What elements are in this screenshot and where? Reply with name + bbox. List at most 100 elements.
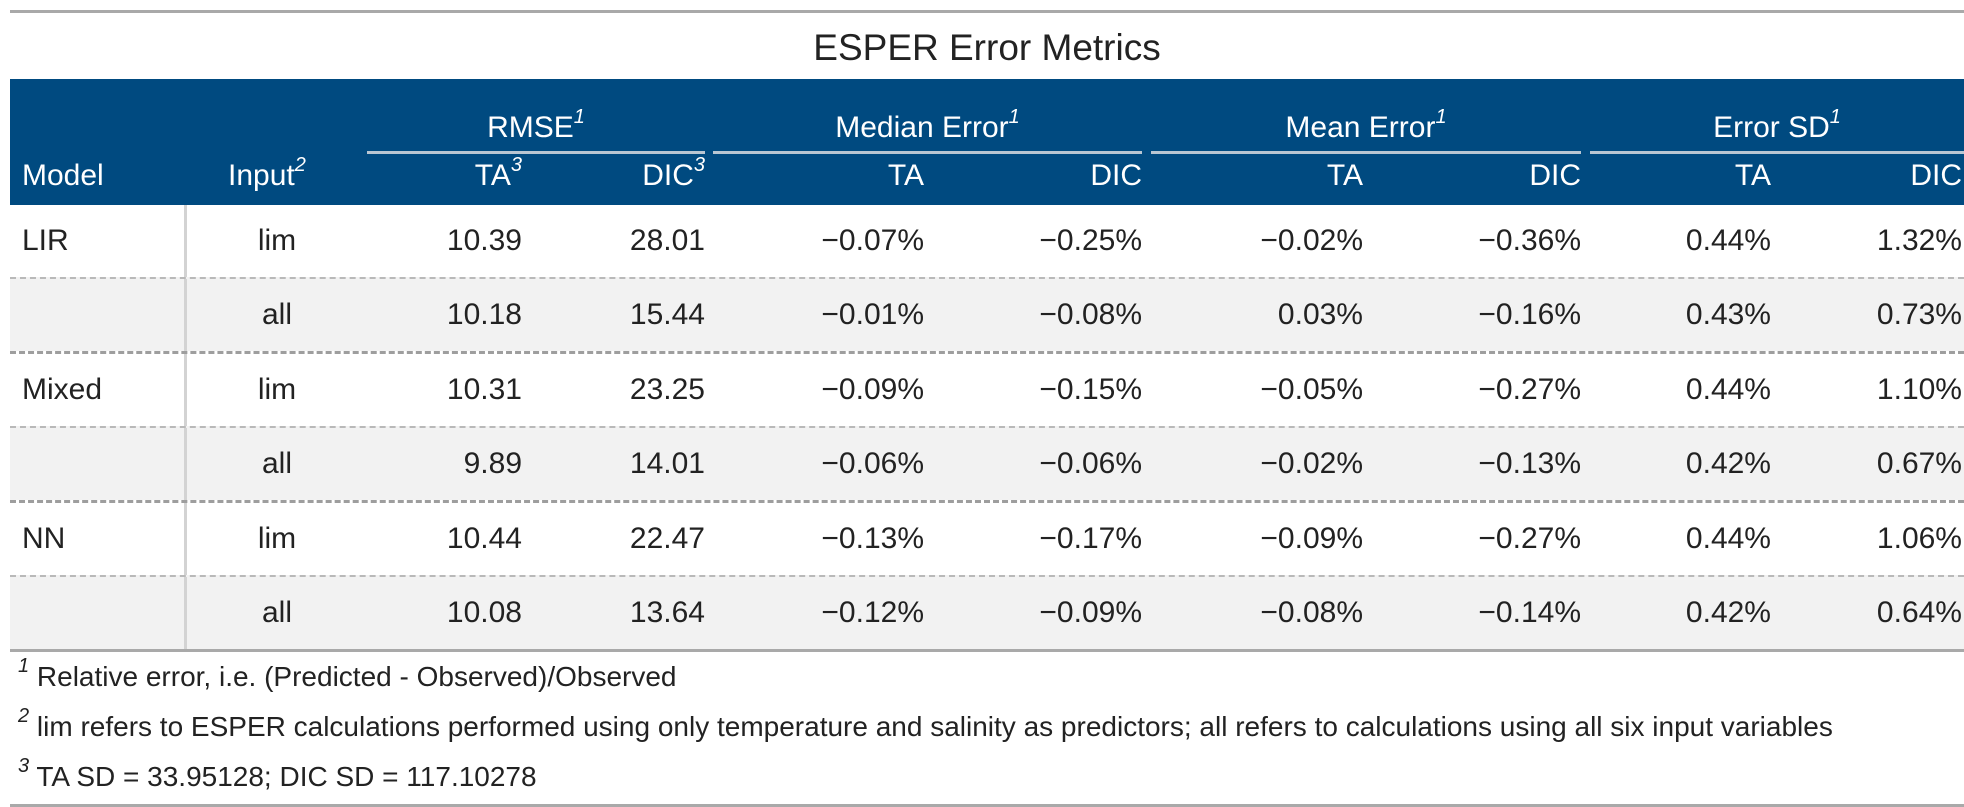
col-median-ta: TA — [887, 159, 924, 192]
footnote-2-mark: 2 — [18, 705, 30, 727]
cell-value: −0.14% — [1478, 596, 1581, 629]
cell-value: 0.44% — [1685, 373, 1771, 406]
cell-value: 10.08 — [446, 596, 522, 629]
cell-input: lim — [257, 224, 297, 257]
cell-value: 15.44 — [629, 298, 705, 331]
cell-model: Mixed — [22, 373, 103, 406]
cell-value: 1.32% — [1876, 224, 1962, 257]
stub-separator — [184, 205, 187, 277]
stub-separator — [184, 428, 187, 500]
col-rmse-ta: TA3 — [474, 155, 522, 193]
cell-value: 9.89 — [463, 447, 522, 480]
table-body: LIR lim 10.39 28.01 −0.07% −0.25% −0.02% −0.36%… — [10, 205, 1964, 649]
cell-value: 0.42% — [1685, 596, 1771, 629]
stub-separator — [184, 279, 187, 351]
cell-value: −0.07% — [821, 224, 924, 257]
footnote-2: 2 lim refers to ESPER calculations perfo… — [18, 702, 1964, 752]
cell-value: 0.73% — [1876, 298, 1962, 331]
cell-value: −0.13% — [1478, 447, 1581, 480]
table-row: all 9.89 14.01 −0.06% −0.06% −0.02% −0.13% 0.42… — [10, 426, 1964, 500]
col-model: Model — [22, 159, 104, 192]
table-row: all 10.18 15.44 −0.01% −0.08% 0.03% −0.16% 0.43… — [10, 277, 1964, 351]
col-input-note: 2 — [294, 154, 306, 176]
cell-value: −0.09% — [821, 373, 924, 406]
footnote-3: 3 TA SD = 33.95128; DIC SD = 117.10278 — [18, 752, 1964, 802]
cell-value: −0.06% — [821, 447, 924, 480]
group-rmse-label: RMSE — [487, 111, 574, 144]
cell-value: 0.44% — [1685, 522, 1771, 555]
cell-value: −0.17% — [1039, 522, 1142, 555]
cell-value: −0.27% — [1478, 373, 1581, 406]
cell-input: lim — [257, 373, 297, 406]
footnotes: 1 Relative error, i.e. (Predicted - Obse… — [10, 652, 1964, 802]
col-mean-dic: DIC — [1529, 159, 1581, 192]
cell-value: 1.06% — [1876, 522, 1962, 555]
cell-value: −0.06% — [1039, 447, 1142, 480]
stub-separator — [184, 503, 187, 575]
cell-value: −0.08% — [1039, 298, 1142, 331]
group-rmse-note: 1 — [573, 106, 585, 128]
group-median-error: Median Error1 — [713, 79, 1142, 154]
col-input: Input2 — [228, 155, 306, 193]
col-rmse-dic: DIC3 — [642, 155, 705, 193]
col-rmse-ta-label: TA — [474, 159, 511, 192]
cell-value: −0.02% — [1260, 224, 1363, 257]
group-mean-error: Mean Error1 — [1151, 79, 1581, 154]
cell-value: 0.42% — [1685, 447, 1771, 480]
cell-value: 13.64 — [629, 596, 705, 629]
footnote-3-text: TA SD = 33.95128; DIC SD = 117.10278 — [36, 761, 537, 792]
cell-model: LIR — [22, 224, 69, 257]
stub-separator — [184, 577, 187, 649]
table-row: NN lim 10.44 22.47 −0.13% −0.17% −0.09% −0.27% 0… — [10, 500, 1964, 575]
col-rmse-dic-label: DIC — [642, 159, 694, 192]
group-median-note: 1 — [1008, 106, 1020, 128]
cell-model: NN — [22, 522, 66, 555]
cell-value: −0.13% — [821, 522, 924, 555]
cell-value: 10.39 — [446, 224, 522, 257]
table-title: ESPER Error Metrics — [813, 27, 1161, 68]
error-metrics-table: ESPER Error Metrics RMSE1 Median Error1 … — [10, 10, 1964, 807]
cell-value: 10.18 — [446, 298, 522, 331]
col-sd-dic: DIC — [1910, 159, 1962, 192]
cell-value: 0.03% — [1277, 298, 1363, 331]
group-rmse: RMSE1 — [367, 79, 705, 154]
cell-input: all — [261, 596, 292, 629]
cell-value: −0.09% — [1260, 522, 1363, 555]
cell-value: −0.12% — [821, 596, 924, 629]
cell-value: −0.05% — [1260, 373, 1363, 406]
cell-value: 23.25 — [629, 373, 705, 406]
cell-value: −0.02% — [1260, 447, 1363, 480]
cell-value: 0.43% — [1685, 298, 1771, 331]
table-header: RMSE1 Median Error1 Mean Error1 Error SD… — [10, 79, 1964, 205]
col-sd-ta: TA — [1734, 159, 1771, 192]
col-median-dic: DIC — [1090, 159, 1142, 192]
cell-input: lim — [257, 522, 297, 555]
cell-value: −0.27% — [1478, 522, 1581, 555]
cell-value: 14.01 — [629, 447, 705, 480]
bottom-rule — [10, 649, 1964, 652]
cell-value: 0.64% — [1876, 596, 1962, 629]
cell-value: 10.44 — [446, 522, 522, 555]
cell-value: 28.01 — [629, 224, 705, 257]
cell-value: −0.08% — [1260, 596, 1363, 629]
group-sd-label: Error SD — [1713, 111, 1830, 144]
cell-value: −0.36% — [1478, 224, 1581, 257]
group-mean-label: Mean Error — [1285, 111, 1436, 144]
col-rmse-ta-note: 3 — [510, 154, 522, 176]
col-mean-ta: TA — [1326, 159, 1363, 192]
footnote-1: 1 Relative error, i.e. (Predicted - Obse… — [18, 652, 1964, 702]
cell-value: −0.09% — [1039, 596, 1142, 629]
footnote-1-mark: 1 — [18, 655, 30, 677]
col-rmse-dic-note: 3 — [693, 154, 705, 176]
cell-value: 0.44% — [1685, 224, 1771, 257]
footnote-3-mark: 3 — [18, 755, 30, 777]
group-sd-note: 1 — [1829, 106, 1841, 128]
table-row: all 10.08 13.64 −0.12% −0.09% −0.08% −0.14% 0.4… — [10, 575, 1964, 649]
table-row: LIR lim 10.39 28.01 −0.07% −0.25% −0.02% −0.36%… — [10, 205, 1964, 277]
cell-value: 10.31 — [446, 373, 522, 406]
cell-value: 0.67% — [1876, 447, 1962, 480]
cell-value: 1.10% — [1876, 373, 1962, 406]
group-error-sd: Error SD1 — [1590, 79, 1964, 154]
cell-value: −0.16% — [1478, 298, 1581, 331]
group-mean-note: 1 — [1435, 106, 1447, 128]
